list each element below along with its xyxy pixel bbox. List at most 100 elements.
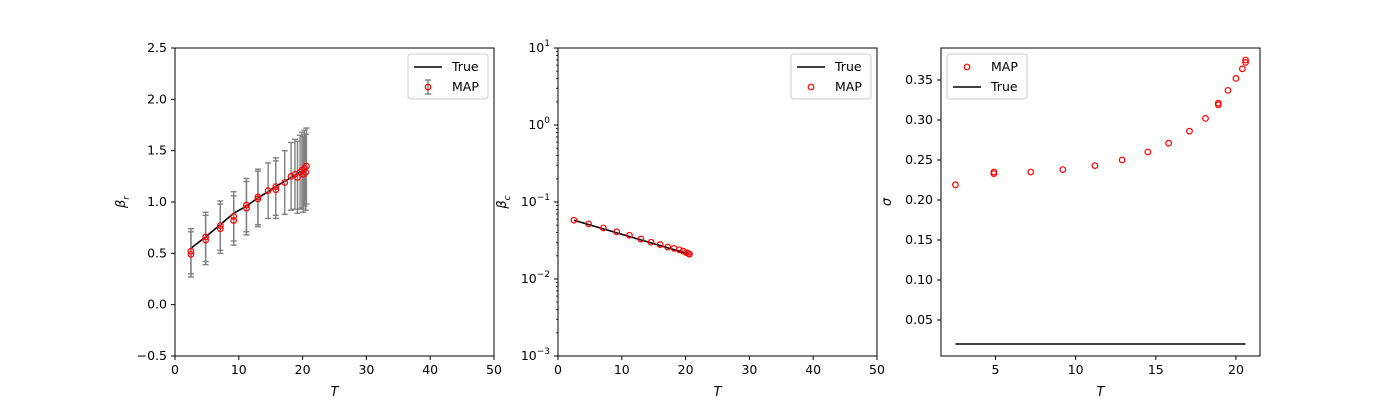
map-point [230,212,238,220]
map-point [656,241,664,248]
map-point [647,238,655,246]
map-point [1232,74,1240,82]
y-axis-label: βc [495,195,513,209]
x-tick-label: 20 [295,362,311,377]
x-tick-label: 10 [1068,362,1084,377]
map-point [1059,166,1067,174]
x-tick-label: 20 [678,362,694,377]
map-point [301,164,308,172]
map-point [613,228,621,236]
map-point [303,162,310,170]
map-point [1165,139,1173,147]
x-axis-label: T [1097,385,1106,400]
x-tick-label: 50 [869,362,885,377]
map-point [1186,127,1193,135]
y-tick-label: 0.0 [147,297,167,312]
x-tick-label: 5 [992,362,1000,377]
map-point [664,243,672,251]
panel-beta-c: 0 10 20 30 40 50 10−3 10−2 10−1 100 101 Tβc True MAP [495,39,885,400]
x-tick-label: 50 [486,362,502,377]
map-point [599,224,607,232]
legend-label: True [451,59,479,74]
map-point [1242,59,1249,66]
x-tick-label: 20 [1228,362,1244,377]
legend: True MAP [407,53,489,100]
y-tick-label: 0.05 [905,312,933,327]
y-axis-label: βr [114,195,132,209]
y-tick-label: 1.5 [147,143,167,158]
axes-frame [940,47,1261,357]
map-point [637,235,645,243]
map-point [626,231,633,239]
y-tick-label: 10−2 [521,270,550,286]
x-tick-label: 30 [358,362,374,377]
map-point [187,250,195,258]
map-point [243,204,250,212]
legend-marker-handle [424,83,432,91]
map-point [1144,148,1152,156]
legend: True MAP [790,53,872,100]
map-point [243,201,250,209]
map-point [294,173,301,181]
legend-box [790,53,872,100]
map-point [1202,114,1209,122]
y-tick-label: 0.30 [905,112,933,127]
map-point [990,168,998,176]
x-tick-label: 0 [554,362,562,377]
map-point [1214,99,1222,107]
y-tick-label: 10−3 [521,347,550,363]
x-tick-label: 30 [741,362,757,377]
legend-label: MAP [452,79,479,94]
map-point [1091,162,1099,170]
panel-sigma: 5 10 15 20 0.05 0.10 0.15 0.20 0.25 0.30 0.35 Tσ MAP… [880,47,1261,400]
map-point [1242,56,1249,64]
x-tick-label: 40 [805,362,821,377]
map-point [1238,65,1246,73]
map-point [281,179,289,186]
series-map [952,56,1249,189]
y-tick-label: −0.5 [137,348,167,363]
y-tick-label: 0.25 [905,152,933,167]
x-tick-label: 40 [422,362,438,377]
x-tick-label: 10 [614,362,630,377]
legend-label: True [990,79,1018,94]
y-tick-label: 2.0 [147,91,167,106]
legend-label: MAP [835,79,862,94]
y-tick-label: 0.15 [905,232,933,247]
map-point [272,183,280,191]
map-point [952,181,959,189]
map-point [272,186,280,194]
y-tick-label: 100 [528,116,550,132]
y-axis-label: σ [880,197,895,206]
y-tick-label: 101 [528,39,550,55]
map-point [686,250,693,258]
y-tick-label: 0.5 [147,245,167,260]
map-point [254,193,262,201]
legend-marker-handle [807,83,815,91]
map-point [302,168,310,176]
map-point [585,220,593,228]
legend-marker-handle [963,63,971,71]
x-tick-label: 15 [1148,362,1164,377]
panel-beta-r: 0 10 20 30 40 50 −0.5 0.0 0.5 1.0 1.5 2.0 2.5 Tβr True… [114,40,502,400]
y-tick-label: 1.0 [147,194,167,209]
map-point [1118,156,1126,164]
map-point [230,217,238,224]
x-tick-label: 0 [171,362,179,377]
x-axis-label: T [331,385,340,400]
map-point [216,222,224,230]
legend-label: MAP [991,59,1018,74]
x-axis-label: T [714,385,723,400]
legend-label: True [834,59,862,74]
map-point [202,233,210,241]
y-tick-label: 2.5 [147,40,167,55]
legend: MAP True [946,53,1028,100]
map-point [675,246,683,254]
map-point [1224,86,1232,94]
map-point [202,236,210,244]
series-map [570,216,693,258]
y-tick-label: 10−1 [521,193,550,209]
y-tick-label: 0.20 [905,192,933,207]
map-point [264,187,272,195]
